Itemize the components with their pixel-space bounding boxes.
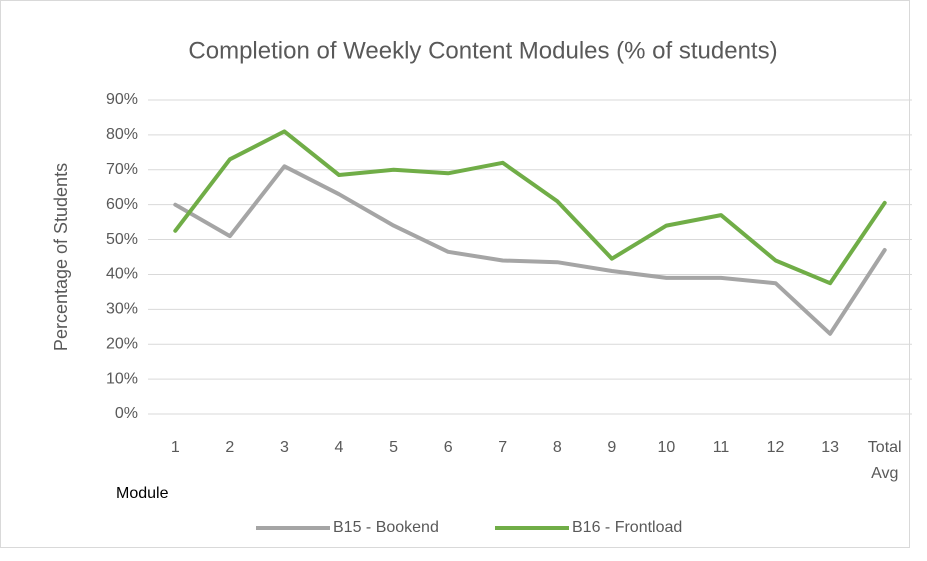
legend-label: B16 - Frontload <box>572 519 682 536</box>
x-tick-label: 2 <box>225 439 235 456</box>
x-tick-label: 6 <box>443 439 453 456</box>
x-tick-label: 10 <box>657 439 676 456</box>
y-tick-label: 30% <box>106 301 138 318</box>
y-tick-label: 10% <box>106 370 138 387</box>
y-tick-label: 70% <box>106 161 138 178</box>
x-tick-label: 13 <box>821 439 840 456</box>
x-tick-label: 7 <box>498 439 508 456</box>
y-tick-label: 80% <box>106 126 138 143</box>
x-tick-label: 3 <box>279 439 289 456</box>
data-line <box>173 129 887 286</box>
y-tick-label: 90% <box>106 91 138 108</box>
x-axis-label: Module <box>116 485 169 502</box>
y-tick-label: 40% <box>106 266 138 283</box>
x-tick-label: 12 <box>766 439 785 456</box>
y-tick-label: 20% <box>106 335 138 352</box>
data-line <box>173 164 887 336</box>
legend-label: B15 - Bookend <box>333 519 439 536</box>
y-tick-label: 60% <box>106 196 138 213</box>
chart-title: Completion of Weekly Content Modules (% … <box>188 37 777 64</box>
x-tick-label: 9 <box>607 439 617 456</box>
x-tick-label: 8 <box>552 439 562 456</box>
x-tick-label: 5 <box>389 439 399 456</box>
x-tick-label: Total Avg <box>867 439 902 482</box>
y-tick-label: 0% <box>115 405 138 422</box>
x-tick-label: 11 <box>712 439 730 456</box>
x-tick-label: 1 <box>170 439 180 456</box>
y-tick-label: 50% <box>106 231 138 248</box>
x-tick-label: 4 <box>334 439 344 456</box>
y-axis-label: Percentage of Students <box>51 163 71 351</box>
